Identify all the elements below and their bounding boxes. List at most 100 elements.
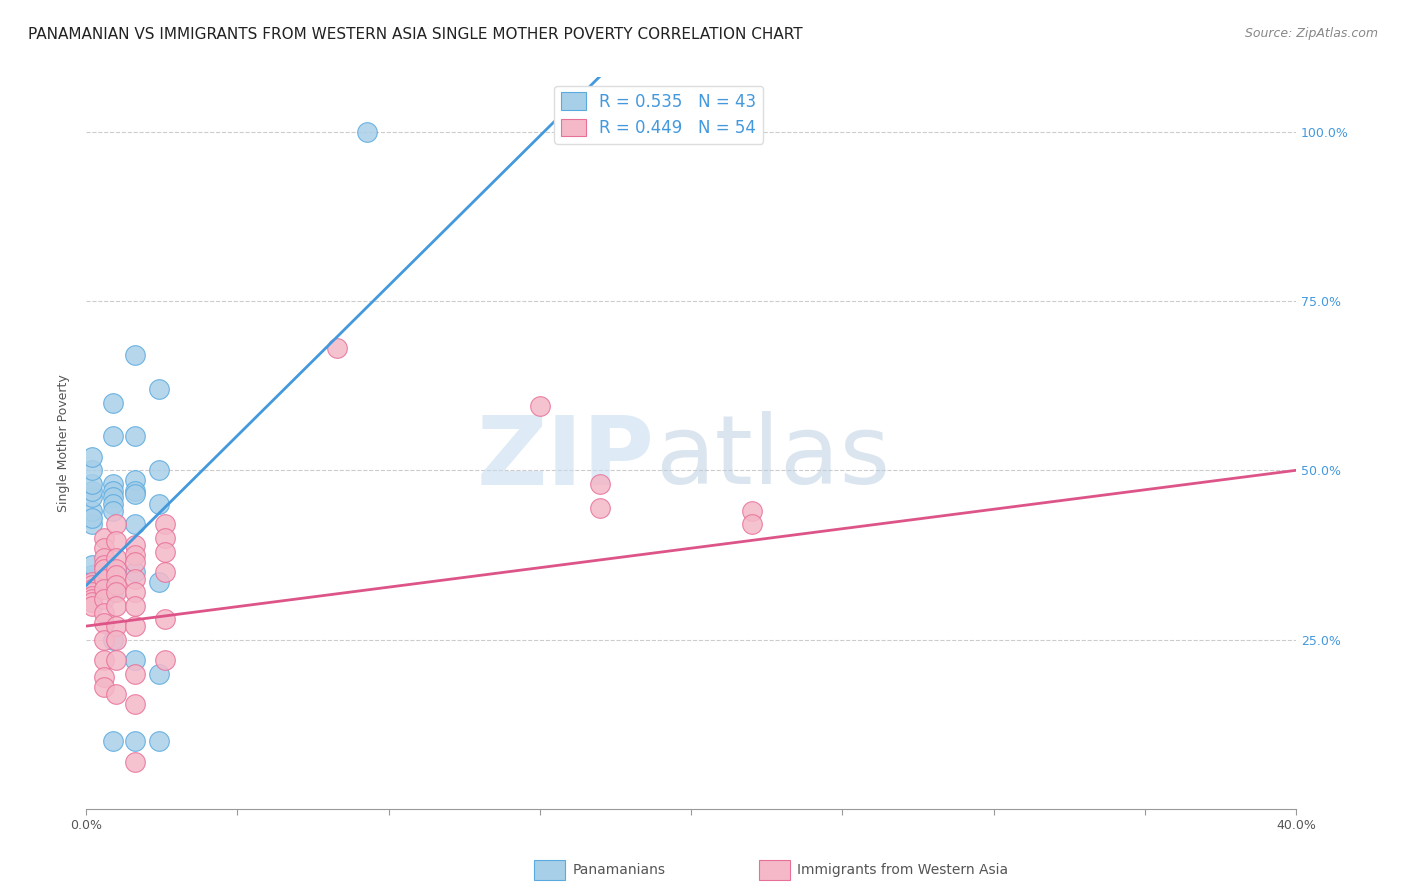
Point — [82, 582, 104, 596]
Point — [105, 619, 128, 633]
Point — [82, 589, 104, 603]
Point — [741, 517, 763, 532]
Point — [356, 125, 378, 139]
Text: Source: ZipAtlas.com: Source: ZipAtlas.com — [1244, 27, 1378, 40]
Point — [148, 575, 170, 590]
Point — [82, 517, 104, 532]
Point — [82, 585, 104, 599]
Point — [103, 504, 125, 518]
Point — [103, 632, 125, 647]
Point — [103, 429, 125, 443]
Text: ZIP: ZIP — [477, 411, 655, 504]
Text: Immigrants from Western Asia: Immigrants from Western Asia — [797, 863, 1008, 877]
Point — [93, 680, 115, 694]
Point — [148, 734, 170, 748]
Point — [82, 575, 104, 590]
Point — [153, 612, 176, 626]
Point — [741, 504, 763, 518]
Point — [103, 585, 125, 599]
Point — [148, 666, 170, 681]
Point — [105, 568, 128, 582]
Point — [589, 500, 612, 515]
Point — [93, 561, 115, 575]
Point — [148, 382, 170, 396]
Point — [153, 531, 176, 545]
Point — [153, 653, 176, 667]
Point — [103, 483, 125, 498]
Point — [124, 697, 146, 711]
Point — [124, 348, 146, 362]
Text: Panamanians: Panamanians — [572, 863, 665, 877]
Point — [82, 558, 104, 573]
Point — [105, 517, 128, 532]
Y-axis label: Single Mother Poverty: Single Mother Poverty — [58, 375, 70, 512]
Point — [124, 555, 146, 569]
Point — [153, 565, 176, 579]
Legend: R = 0.535   N = 43, R = 0.449   N = 54: R = 0.535 N = 43, R = 0.449 N = 54 — [554, 86, 763, 144]
Point — [93, 632, 115, 647]
Point — [82, 510, 104, 524]
Point — [103, 395, 125, 409]
Point — [105, 585, 128, 599]
Point — [82, 491, 104, 505]
Point — [93, 592, 115, 607]
Point — [124, 538, 146, 552]
Point — [105, 687, 128, 701]
Point — [82, 572, 104, 586]
Point — [105, 578, 128, 592]
Point — [124, 585, 146, 599]
Point — [529, 399, 551, 413]
Text: atlas: atlas — [655, 411, 890, 504]
Point — [124, 734, 146, 748]
Point — [153, 517, 176, 532]
Point — [105, 561, 128, 575]
Point — [82, 504, 104, 518]
Point — [124, 548, 146, 562]
Point — [105, 632, 128, 647]
Point — [105, 551, 128, 566]
Point — [124, 599, 146, 613]
Point — [103, 476, 125, 491]
Point — [105, 653, 128, 667]
Point — [103, 491, 125, 505]
Point — [82, 568, 104, 582]
Point — [82, 589, 104, 603]
Point — [124, 487, 146, 501]
Point — [326, 342, 349, 356]
Point — [103, 578, 125, 592]
Point — [93, 572, 115, 586]
Point — [82, 585, 104, 599]
Point — [124, 474, 146, 488]
Point — [589, 476, 612, 491]
Point — [93, 606, 115, 620]
Point — [105, 599, 128, 613]
Point — [93, 670, 115, 684]
Text: PANAMANIAN VS IMMIGRANTS FROM WESTERN ASIA SINGLE MOTHER POVERTY CORRELATION CHA: PANAMANIAN VS IMMIGRANTS FROM WESTERN AS… — [28, 27, 803, 42]
Point — [124, 572, 146, 586]
Point — [103, 497, 125, 511]
Point — [124, 619, 146, 633]
Point — [124, 565, 146, 579]
Point — [124, 755, 146, 769]
Point — [82, 476, 104, 491]
Point — [82, 599, 104, 613]
Point — [148, 497, 170, 511]
Point — [124, 429, 146, 443]
Point — [93, 541, 115, 556]
Point — [105, 534, 128, 549]
Point — [93, 615, 115, 630]
Point — [82, 578, 104, 592]
Point — [124, 517, 146, 532]
Point — [82, 463, 104, 477]
Point — [153, 544, 176, 558]
Point — [82, 483, 104, 498]
Point — [82, 582, 104, 596]
Point — [93, 551, 115, 566]
Point — [82, 575, 104, 590]
Point — [124, 483, 146, 498]
Point — [103, 734, 125, 748]
Point — [82, 578, 104, 592]
Point — [148, 463, 170, 477]
Point — [82, 592, 104, 607]
Point — [93, 531, 115, 545]
